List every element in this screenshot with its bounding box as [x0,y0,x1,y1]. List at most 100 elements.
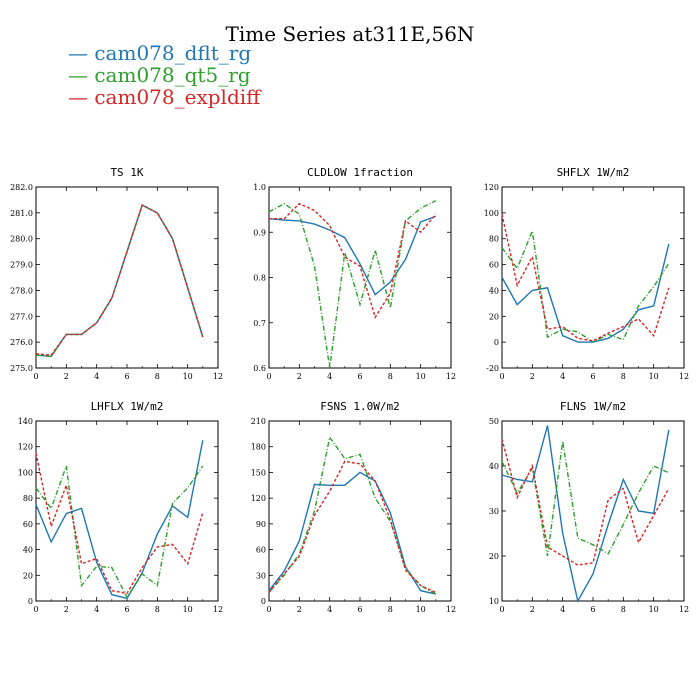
y-tick-label: 278.0 [10,286,33,295]
y-tick-label: 0 [261,597,266,606]
y-tick-label: 281.0 [10,209,33,218]
legend-item-qt5: — cam078_qt5_rg [68,64,260,86]
y-tick-label: 20 [23,571,33,580]
y-tick-label: 10 [489,597,499,606]
series-line-0 [501,425,670,603]
y-tick-label: 80 [489,235,499,244]
x-tick-label: 12 [446,372,456,381]
y-tick-label: 100 [484,209,499,218]
series-line-2 [35,204,204,356]
x-tick-label: 2 [530,372,535,381]
panel-title: LHFLX 1W/m2 [91,400,164,413]
x-tick-label: 2 [64,605,69,614]
x-tick-label: 2 [297,372,302,381]
x-tick-label: 8 [155,372,160,381]
y-tick-label: 40 [489,462,499,471]
x-tick-label: 0 [499,372,504,381]
y-tick-label: 60 [256,546,266,555]
plot-frame [35,420,219,602]
series-line-2 [268,460,437,594]
series-line-1 [35,465,204,599]
y-tick-label: 0 [494,338,499,347]
x-tick-label: 0 [499,605,504,614]
x-tick-label: 4 [94,605,99,614]
y-tick-label: 80 [23,494,33,503]
x-tick-label: 6 [590,372,595,381]
x-tick-label: 12 [446,605,456,614]
x-tick-label: 12 [213,372,223,381]
panel-title: FSNS 1.0W/m2 [320,400,399,413]
x-tick-label: 0 [33,372,38,381]
plot-frame [501,186,685,369]
x-tick-label: 4 [94,372,99,381]
x-tick-label: 4 [327,605,332,614]
x-tick-label: 2 [297,605,302,614]
x-tick-label: 10 [649,605,659,614]
legend-item-dflt: — cam078_dflt_rg [68,42,260,64]
x-tick-label: 6 [124,372,129,381]
y-tick-label: 120 [484,183,499,192]
y-tick-label: 275.0 [10,364,33,373]
legend: — cam078_dflt_rg — cam078_qt5_rg — cam07… [68,42,260,108]
y-tick-label: 150 [251,468,266,477]
legend-swatch: — [68,41,88,65]
x-tick-label: 6 [357,605,362,614]
series-line-2 [269,202,437,319]
x-tick-label: 10 [183,372,193,381]
y-tick-label: 120 [18,443,33,452]
y-tick-label: -20 [486,364,499,373]
y-tick-label: 1.0 [253,183,266,192]
x-tick-label: 4 [327,372,332,381]
y-tick-label: 120 [251,494,266,503]
y-tick-label: 100 [18,468,33,477]
y-tick-label: 279.0 [10,261,33,270]
panel-title: SHFLX 1W/m2 [557,166,630,179]
x-tick-label: 8 [388,372,393,381]
series-line-2 [35,452,204,595]
y-tick-label: 210 [251,417,266,426]
plot-frame [268,186,452,369]
panel-5: FLNS 1W/m2 0 2 4 6 8 10 12 10 20 30 40 50 [489,400,689,614]
x-tick-label: 10 [416,372,426,381]
y-tick-label: 40 [23,546,33,555]
series-line-2 [501,438,670,566]
x-tick-label: 4 [560,372,565,381]
legend-swatch: — [68,63,88,87]
x-tick-label: 8 [155,605,160,614]
x-tick-label: 6 [590,605,595,614]
y-tick-label: 0.8 [253,274,266,283]
series-line-2 [501,214,670,342]
x-tick-label: 4 [560,605,565,614]
y-tick-label: 20 [489,312,499,321]
y-tick-label: 30 [256,571,266,580]
chart-title: Time Series at311E,56N [225,22,475,46]
x-tick-label: 0 [266,605,271,614]
y-tick-label: 60 [23,520,33,529]
y-tick-label: 40 [489,286,499,295]
series-line-0 [268,215,437,296]
series-line-0 [268,471,436,595]
series-line-1 [501,228,670,343]
panel-title: CLDLOW 1fraction [307,166,413,179]
x-tick-label: 10 [416,605,426,614]
y-tick-label: 60 [489,261,499,270]
panel-0: TS 1K 0 2 4 6 8 10 12 275.0 276.0 277.0 278.0 279.0 2… [10,166,223,381]
y-tick-label: 277.0 [10,312,33,321]
y-tick-label: 276.0 [10,338,33,347]
x-tick-label: 6 [124,605,129,614]
y-tick-label: 0.9 [253,228,266,237]
y-tick-label: 280.0 [10,235,33,244]
series-line-1 [268,435,437,595]
y-tick-label: 282.0 [10,183,33,192]
legend-label: cam078_expldiff [94,85,261,109]
legend-label: cam078_dflt_rg [94,41,252,65]
y-tick-label: 30 [489,507,499,516]
y-tick-label: 50 [489,417,499,426]
x-tick-label: 8 [621,605,626,614]
series-line-1 [35,204,204,358]
y-tick-label: 90 [256,520,266,529]
